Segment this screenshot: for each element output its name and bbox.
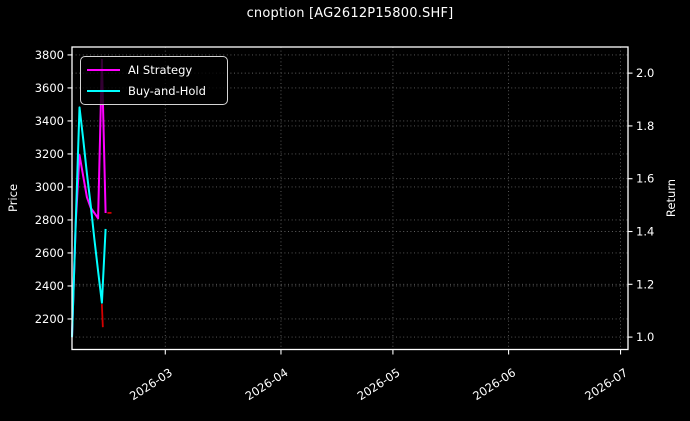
left-tick-label: 3600 xyxy=(35,81,64,95)
ai-strategy-line-swatch xyxy=(87,68,120,72)
legend-label-ai-strategy: AI Strategy xyxy=(128,63,193,77)
right-tick-label: 1.6 xyxy=(636,172,654,186)
chart-title: cnoption [AG2612P15800.SHF] xyxy=(246,6,454,21)
legend-entry-buy-and-hold: Buy-and-Hold xyxy=(87,85,218,97)
x-tick-label: 2026-07 xyxy=(582,365,630,403)
legend: AI Strategy Buy-and-Hold xyxy=(80,56,228,105)
price-line-visible-segment xyxy=(100,304,104,328)
buy-and-hold-line-swatch xyxy=(87,89,120,93)
x-tick-label: 2026-06 xyxy=(470,365,518,403)
left-tick-label: 3000 xyxy=(35,180,64,194)
legend-label-buy-and-hold: Buy-and-Hold xyxy=(128,84,206,98)
left-tick-label: 2600 xyxy=(35,246,64,260)
right-tick-label: 2.0 xyxy=(636,66,654,80)
left-axis-label: Price xyxy=(6,183,20,213)
axes-spines xyxy=(71,46,629,351)
left-tick-label: 3200 xyxy=(35,147,64,161)
x-tick-label: 2026-05 xyxy=(355,365,403,403)
left-tick-label: 2200 xyxy=(35,312,64,326)
left-tick-label: 2800 xyxy=(35,213,64,227)
left-tick-label: 3800 xyxy=(35,48,64,62)
x-tick-label: 2026-03 xyxy=(127,365,175,403)
right-tick-label: 1.4 xyxy=(636,225,654,239)
left-tick-label: 3400 xyxy=(35,114,64,128)
right-axis-label: Return xyxy=(664,178,678,218)
legend-entry-ai-strategy: AI Strategy xyxy=(87,64,218,76)
left-tick-label: 2400 xyxy=(35,279,64,293)
right-tick-label: 1.0 xyxy=(636,330,654,344)
series-line-buy-and-hold xyxy=(71,106,107,338)
right-tick-label: 1.2 xyxy=(636,277,654,291)
x-tick-label: 2026-04 xyxy=(243,365,291,403)
right-tick-label: 1.8 xyxy=(636,119,654,133)
